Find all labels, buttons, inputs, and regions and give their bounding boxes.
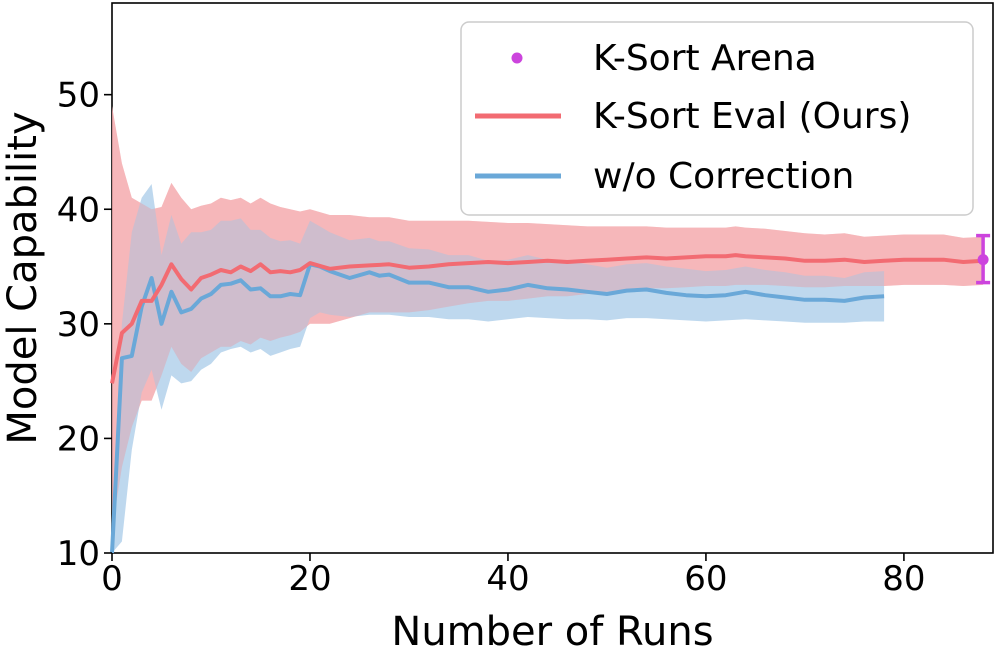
y-tick-label: 30 <box>57 305 100 345</box>
woc-series-line <box>110 262 885 554</box>
eval-confidence-band-overlay <box>112 106 984 531</box>
legend-woc-label: w/o Correction <box>593 156 854 197</box>
eval-series-line <box>110 253 984 384</box>
axis-ticks: 0 20 40 60 80 10 20 30 40 50 <box>57 76 926 599</box>
legend: K-Sort Arena K-Sort Eval (Ours) w/o Corr… <box>460 21 974 216</box>
y-tick-label: 20 <box>57 419 100 459</box>
x-axis-label: Number of Runs <box>391 609 713 647</box>
legend-arena-label: K-Sort Arena <box>593 38 817 79</box>
y-tick-label: 10 <box>57 534 100 574</box>
arena-point-group <box>976 233 991 285</box>
legend-box <box>460 21 974 216</box>
x-tick-label: 60 <box>684 559 727 599</box>
x-tick-label: 80 <box>882 559 925 599</box>
x-tick-label: 0 <box>101 559 123 599</box>
plot-area <box>110 2 994 554</box>
y-tick-label: 50 <box>57 76 100 116</box>
legend-eval-label: K-Sort Eval (Ours) <box>593 96 911 137</box>
arena-point <box>977 254 989 266</box>
x-tick-label: 40 <box>486 559 529 599</box>
series-lines <box>110 253 984 554</box>
y-tick-label: 40 <box>57 190 100 230</box>
legend-arena-marker <box>511 52 523 64</box>
y-axis-label: Model Capability <box>0 111 46 444</box>
x-tick-label: 20 <box>288 559 331 599</box>
